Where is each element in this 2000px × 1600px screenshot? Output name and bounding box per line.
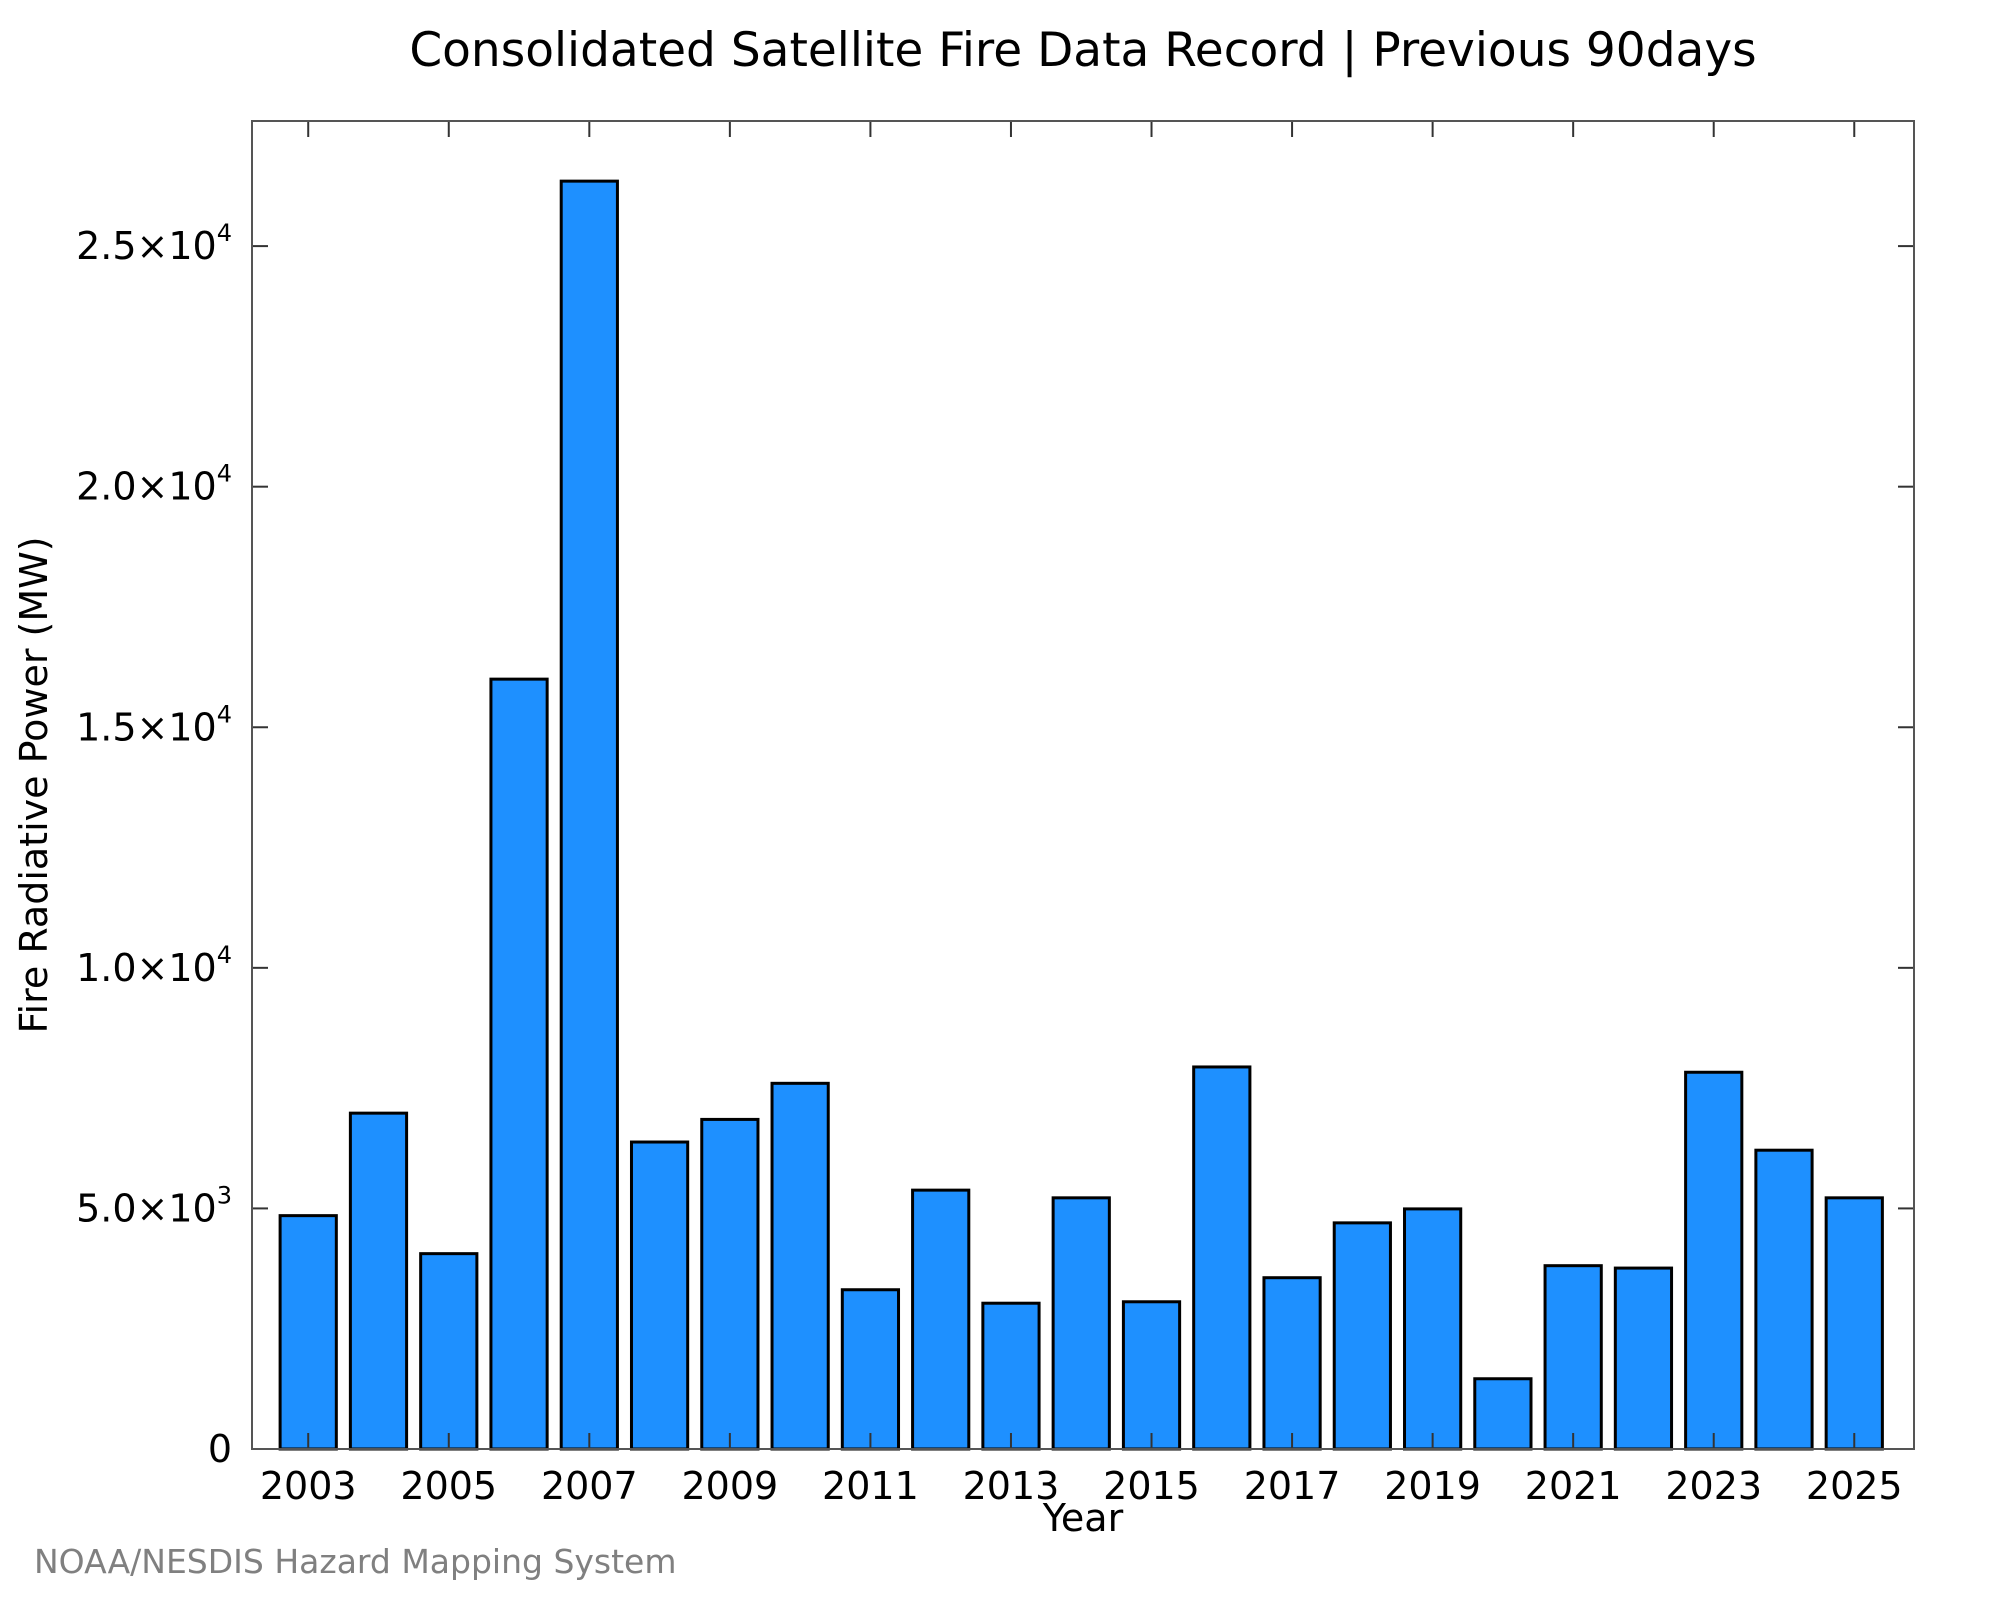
bar-2020 — [1473, 1377, 1533, 1451]
y-tick-label-5000: 5.0×103 — [76, 1181, 232, 1230]
y-tick-label-0: 0 — [208, 1427, 232, 1471]
bar-2025 — [1824, 1196, 1884, 1451]
bar-2016 — [1192, 1065, 1252, 1451]
y-axis-tick-labels: 0 5.0×103 1.0×104 1.5×104 2.0×104 2.5×104 — [76, 219, 232, 1471]
x-axis-tick-labels: 2003 2005 2007 2009 2011 2013 2015 2017 2019 2021… — [260, 1464, 1903, 1508]
bar-2019 — [1403, 1207, 1463, 1451]
bar-2007 — [559, 179, 619, 1451]
bars — [278, 179, 1884, 1451]
bar-2022 — [1613, 1266, 1674, 1451]
bar-2013 — [981, 1301, 1041, 1451]
x-tick-label-2003: 2003 — [260, 1464, 357, 1508]
bar-2024 — [1754, 1148, 1814, 1451]
y-tick-label-15000: 1.5×104 — [76, 700, 232, 749]
y-axis-label: Fire Radiative Power (MW) — [12, 536, 56, 1033]
bar-2021 — [1543, 1264, 1603, 1451]
bar-2008 — [629, 1140, 690, 1451]
x-tick-label-2025: 2025 — [1806, 1464, 1903, 1508]
y-tick-label-25000: 2.5×104 — [76, 219, 232, 268]
bar-2023 — [1684, 1070, 1744, 1451]
bar-2012 — [911, 1188, 971, 1451]
plot-frame — [251, 120, 1915, 1450]
x-tick-label-2015: 2015 — [1103, 1464, 1200, 1508]
x-tick-label-2013: 2013 — [963, 1464, 1060, 1508]
x-tick-label-2021: 2021 — [1525, 1464, 1622, 1508]
x-tick-label-2007: 2007 — [541, 1464, 638, 1508]
bar-2003 — [278, 1214, 338, 1451]
x-tick-label-2023: 2023 — [1665, 1464, 1762, 1508]
credit-label: NOAA/NESDIS Hazard Mapping System — [34, 1542, 677, 1581]
bar-2017 — [1262, 1276, 1322, 1451]
x-tick-label-2011: 2011 — [822, 1464, 919, 1508]
bar-2011 — [840, 1288, 901, 1451]
x-tick-label-2017: 2017 — [1244, 1464, 1341, 1508]
x-tick-label-2009: 2009 — [682, 1464, 779, 1508]
chart-title: Consolidated Satellite Fire Data Record … — [409, 23, 1756, 78]
x-tick-label-2019: 2019 — [1384, 1464, 1481, 1508]
y-tick-label-20000: 2.0×104 — [76, 460, 232, 509]
bar-2009 — [700, 1117, 760, 1451]
y-tick-label-10000: 1.0×104 — [76, 941, 232, 990]
bar-2004 — [348, 1111, 409, 1451]
bar-2015 — [1121, 1300, 1182, 1451]
x-tick-label-2005: 2005 — [400, 1464, 497, 1508]
bar-2010 — [770, 1081, 830, 1451]
bar-2006 — [489, 677, 549, 1451]
x-axis-label: Year — [1042, 1496, 1124, 1540]
bar-2005 — [419, 1252, 479, 1451]
bar-2018 — [1332, 1221, 1392, 1451]
bar-2014 — [1051, 1196, 1111, 1451]
